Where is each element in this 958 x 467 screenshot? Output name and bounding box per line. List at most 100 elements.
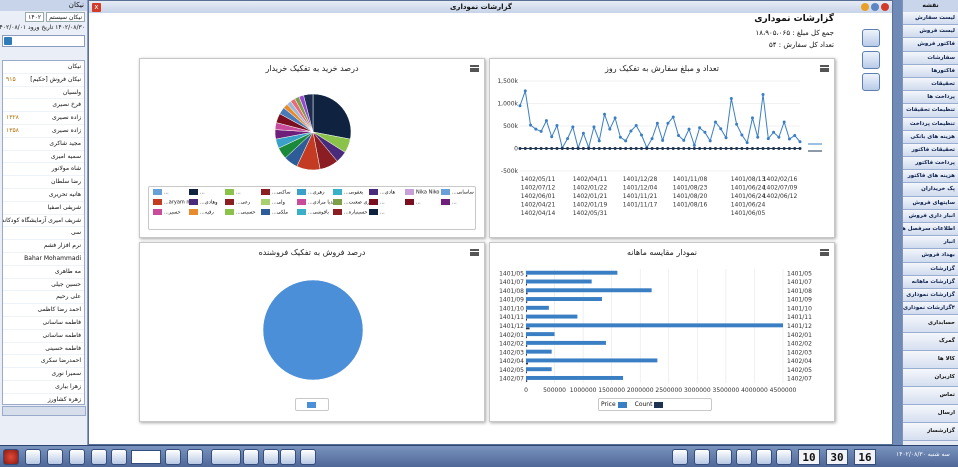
data-point[interactable] bbox=[518, 104, 522, 108]
data-point[interactable] bbox=[624, 147, 628, 150]
legend-item[interactable]: Nika Niko bbox=[405, 189, 440, 197]
data-point[interactable] bbox=[692, 147, 696, 150]
data-point[interactable] bbox=[544, 119, 548, 123]
menu-item[interactable]: گزارشات bbox=[903, 262, 958, 276]
data-point[interactable] bbox=[518, 147, 522, 150]
data-point[interactable] bbox=[576, 147, 580, 150]
data-point[interactable] bbox=[729, 97, 733, 101]
data-point[interactable] bbox=[650, 137, 654, 141]
menu-item[interactable]: تحقیقات فاکتور bbox=[903, 143, 958, 158]
data-point[interactable] bbox=[793, 133, 797, 137]
data-point[interactable] bbox=[529, 147, 533, 150]
legend-item[interactable]: ...رقیه bbox=[189, 209, 214, 217]
menu-item[interactable]: ۴گزارشات نموداری bbox=[903, 302, 958, 316]
data-point[interactable] bbox=[624, 139, 628, 143]
menu-item[interactable]: سایتهای فروش bbox=[903, 196, 958, 210]
data-point[interactable] bbox=[597, 147, 601, 150]
data-point[interactable] bbox=[634, 124, 638, 128]
data-point[interactable] bbox=[634, 147, 638, 150]
data-point[interactable] bbox=[613, 147, 617, 150]
tools-icon[interactable] bbox=[91, 449, 107, 465]
data-point[interactable] bbox=[772, 147, 776, 150]
bar-price[interactable] bbox=[526, 323, 783, 328]
customer-row[interactable]: هانیه تحریری bbox=[3, 189, 84, 202]
bar-price[interactable] bbox=[526, 305, 549, 310]
bar-count[interactable] bbox=[526, 318, 527, 321]
menu-item[interactable]: لیست سفارش bbox=[903, 12, 958, 26]
legend-item[interactable]: ...یعقوبی bbox=[333, 189, 363, 197]
customer-row[interactable]: رضا سلطان bbox=[3, 176, 84, 189]
data-point[interactable] bbox=[581, 147, 585, 150]
menu-item[interactable]: سفارشات bbox=[903, 51, 958, 65]
data-point[interactable] bbox=[534, 147, 538, 150]
data-point[interactable] bbox=[729, 147, 733, 150]
menu-big-item[interactable]: گمرک bbox=[903, 333, 958, 352]
data-point[interactable] bbox=[676, 133, 680, 137]
data-point[interactable] bbox=[592, 125, 596, 129]
bar-price[interactable] bbox=[526, 375, 624, 380]
data-point[interactable] bbox=[608, 127, 612, 131]
app-icon[interactable] bbox=[280, 449, 296, 465]
data-point[interactable] bbox=[597, 139, 601, 143]
search-icon[interactable] bbox=[4, 37, 12, 45]
data-point[interactable] bbox=[793, 147, 797, 150]
data-point[interactable] bbox=[640, 147, 644, 150]
customer-row[interactable]: شاه مولانور bbox=[3, 163, 84, 177]
customer-row[interactable]: مه طاهری bbox=[3, 266, 84, 279]
data-point[interactable] bbox=[555, 147, 559, 150]
menu-big-item[interactable]: تماس bbox=[903, 387, 958, 406]
bar-count[interactable] bbox=[526, 371, 527, 374]
bar-price[interactable] bbox=[526, 297, 602, 302]
legend-item[interactable]: ... bbox=[189, 189, 205, 197]
data-point[interactable] bbox=[777, 147, 781, 150]
data-point[interactable] bbox=[682, 147, 686, 150]
legend-item[interactable]: ... bbox=[369, 209, 385, 217]
data-point[interactable] bbox=[566, 147, 570, 150]
data-point[interactable] bbox=[782, 120, 786, 124]
data-point[interactable] bbox=[555, 124, 559, 128]
package-icon[interactable] bbox=[111, 449, 127, 465]
customer-row[interactable]: سی bbox=[3, 227, 84, 241]
customer-row[interactable]: شریف امیری آزمایشگاه کودکانه bbox=[3, 215, 84, 228]
legend-item[interactable]: ...باقوشی bbox=[297, 209, 329, 217]
data-point[interactable] bbox=[629, 147, 633, 150]
data-point[interactable] bbox=[745, 147, 749, 150]
legend-item[interactable]: Price bbox=[601, 399, 627, 410]
data-point[interactable] bbox=[650, 147, 654, 150]
menu-item[interactable]: بهداد فروش bbox=[903, 249, 958, 263]
close-button[interactable]: x bbox=[92, 2, 101, 12]
menu-item[interactable]: لیست فروش bbox=[903, 25, 958, 39]
data-point[interactable] bbox=[750, 147, 754, 150]
data-point[interactable] bbox=[666, 147, 670, 150]
data-point[interactable] bbox=[708, 147, 712, 150]
legend-item[interactable]: ... bbox=[369, 199, 385, 207]
data-point[interactable] bbox=[640, 133, 644, 137]
globe-icon[interactable] bbox=[47, 449, 63, 465]
customer-row[interactable]: زهرا بیاری bbox=[3, 381, 84, 394]
data-point[interactable] bbox=[766, 137, 770, 141]
data-point[interactable] bbox=[523, 89, 527, 93]
data-point[interactable] bbox=[740, 133, 744, 137]
data-point[interactable] bbox=[772, 130, 776, 134]
customer-row[interactable]: Bahar Mohammadi bbox=[3, 253, 84, 266]
data-point[interactable] bbox=[713, 120, 717, 124]
data-point[interactable] bbox=[687, 147, 691, 150]
data-point[interactable] bbox=[787, 137, 791, 141]
menu-item[interactable]: انبار bbox=[903, 236, 958, 250]
data-point[interactable] bbox=[661, 138, 665, 142]
menu-item[interactable]: تنظیمات پرداخت bbox=[903, 117, 958, 131]
data-point[interactable] bbox=[735, 122, 739, 126]
menu-big-item[interactable]: کالا ها bbox=[903, 351, 958, 370]
bar-price[interactable] bbox=[526, 332, 555, 337]
legend-item[interactable]: ...aryam m bbox=[153, 199, 191, 207]
menu-item[interactable]: گزارشات نموداری bbox=[903, 288, 958, 303]
bar-price[interactable] bbox=[526, 288, 652, 293]
data-point[interactable] bbox=[581, 131, 585, 135]
legend-item[interactable]: ... bbox=[225, 189, 241, 197]
data-point[interactable] bbox=[703, 147, 707, 150]
menu-item[interactable]: پرداخت ها bbox=[903, 91, 958, 105]
customer-row[interactable]: احمد رضا کاظمی bbox=[3, 304, 84, 317]
bar-count[interactable] bbox=[526, 362, 528, 365]
data-point[interactable] bbox=[708, 139, 712, 143]
data-point[interactable] bbox=[603, 112, 607, 116]
